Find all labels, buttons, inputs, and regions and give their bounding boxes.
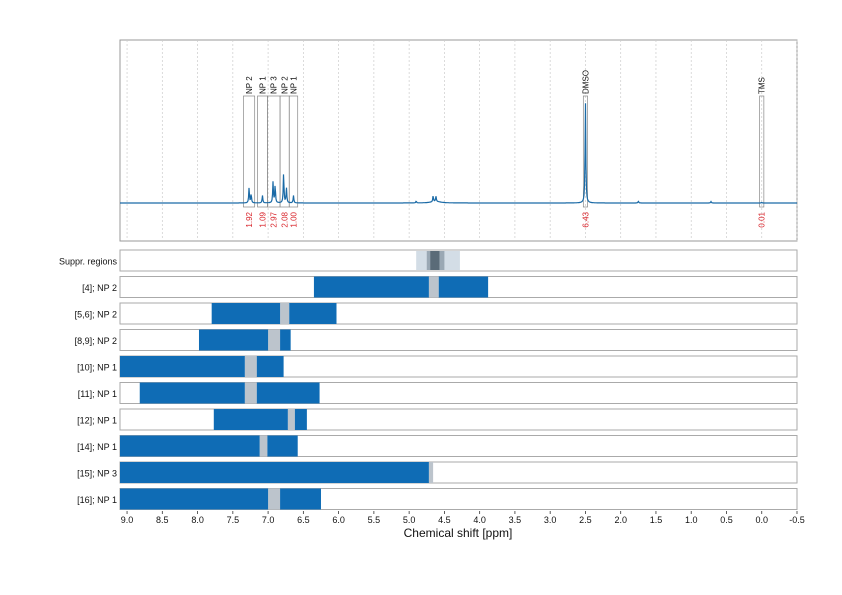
integral-value: 1.00 (289, 211, 298, 227)
region-bar (256, 382, 320, 404)
x-tick-label: 3.5 (509, 515, 522, 525)
region-row: [10]; NP 1 (77, 355, 798, 378)
x-tick-label: 8.0 (191, 515, 204, 525)
row-label: [5,6]; NP 2 (75, 310, 117, 320)
integration-label: NP 1 (258, 76, 267, 94)
x-axis-label: Chemical shift [ppm] (404, 526, 513, 540)
region-bar (120, 435, 260, 457)
row-label: [4]; NP 2 (82, 283, 117, 293)
region-gap (259, 435, 268, 457)
integration-label: NP 2 (245, 76, 254, 94)
x-tick-label: 1.5 (650, 515, 663, 525)
region-gap (268, 329, 281, 351)
x-tick-label: 6.0 (332, 515, 345, 525)
integration-box (759, 95, 765, 208)
region-gap (244, 356, 257, 377)
region-bar (438, 276, 489, 298)
x-tick-label: 0.5 (720, 515, 733, 525)
integral-value: 1.92 (245, 211, 254, 227)
region-row: [14]; NP 1 (77, 435, 798, 457)
x-tick-label: 9.0 (121, 515, 134, 525)
integration-label: NP 2 (281, 76, 290, 94)
integral-value: 2.08 (281, 211, 290, 227)
region-bar (120, 488, 269, 510)
x-tick-label: 3.0 (544, 515, 557, 525)
row-label: Suppr. regions (59, 257, 118, 267)
integration-box (288, 95, 299, 208)
spectrum-frame (119, 39, 798, 242)
region-gap (280, 303, 290, 324)
region-bar (211, 303, 281, 324)
region-bar (267, 435, 298, 457)
region-gap (287, 409, 295, 430)
region-bar (313, 276, 429, 298)
region-bar (198, 329, 269, 351)
row-label: [14]; NP 1 (77, 442, 117, 452)
region-bar (256, 356, 284, 377)
integration-label: NP 1 (289, 76, 298, 94)
region-bar (294, 409, 307, 430)
integration-box (582, 95, 588, 208)
region-row: [8,9]; NP 2 (75, 329, 798, 351)
region-row: [4]; NP 2 (82, 276, 798, 298)
integration-label: DMSO (581, 70, 590, 94)
region-gap (428, 462, 434, 483)
region-bar (280, 329, 291, 351)
integral-value: 1.09 (258, 211, 267, 227)
region-row: [15]; NP 3 (77, 461, 798, 484)
x-tick-label: 7.5 (227, 515, 240, 525)
region-gap (428, 276, 439, 298)
region-row: [5,6]; NP 2 (75, 302, 798, 325)
region-gap (268, 488, 281, 510)
region-row: [12]; NP 1 (77, 408, 798, 431)
region-bar (139, 382, 245, 404)
region-bar (120, 462, 429, 483)
x-tick-label: 0.0 (755, 515, 768, 525)
spectrum-panel: NP 2 1.92 NP 1 1.09 NP 3 2.97 NP 2 2.08 NP 1 1.00… (119, 39, 798, 242)
x-tick-label: 1.0 (685, 515, 698, 525)
integral-value: 0.01 (758, 211, 767, 227)
row-label: [12]; NP 1 (77, 416, 117, 426)
row-label: [11]; NP 1 (78, 389, 117, 399)
x-tick-label: 2.0 (614, 515, 627, 525)
x-tick-label: 5.0 (403, 515, 416, 525)
x-tick-label: 4.5 (438, 515, 451, 525)
region-bar (289, 303, 337, 324)
row-label: [10]; NP 1 (77, 363, 117, 373)
integration-box (243, 95, 256, 208)
x-tick-label: 5.5 (368, 515, 381, 525)
region-bar (120, 356, 245, 377)
integration-label: NP 3 (270, 76, 279, 94)
row-label: [15]; NP 3 (77, 469, 117, 479)
row-label: [8,9]; NP 2 (75, 336, 117, 346)
x-tick-label: 2.5 (579, 515, 592, 525)
region-gap (244, 382, 257, 404)
region-row: [11]; NP 1 (78, 382, 798, 404)
region-row: [16]; NP 1 (77, 488, 798, 510)
region-rows: Suppr. regions [4]; NP 2 [5,6]; NP 2 [8,9];… (59, 249, 798, 510)
integral-value: 6.43 (581, 211, 590, 227)
row-label: [16]; NP 1 (77, 495, 117, 505)
suppressed-region (430, 251, 440, 270)
x-tick-label: 6.5 (297, 515, 310, 525)
spectrum-line (120, 103, 797, 204)
x-tick-label: 4.0 (473, 515, 486, 525)
x-axis: 9.0 8.5 8.0 7.5 7.0 6.5 6.0 5.5 5.0 4.5 4.0 3.5 3.0 2… (121, 511, 805, 525)
integration-label: TMS (758, 77, 767, 94)
region-bar (280, 488, 321, 510)
suppressed-regions-row: Suppr. regions (59, 249, 798, 272)
x-tick-label: 8.5 (156, 515, 169, 525)
integral-value: 2.97 (270, 211, 279, 227)
region-bar (213, 409, 288, 430)
x-tick-label: -0.5 (789, 515, 805, 525)
x-tick-label: 7.0 (262, 515, 275, 525)
